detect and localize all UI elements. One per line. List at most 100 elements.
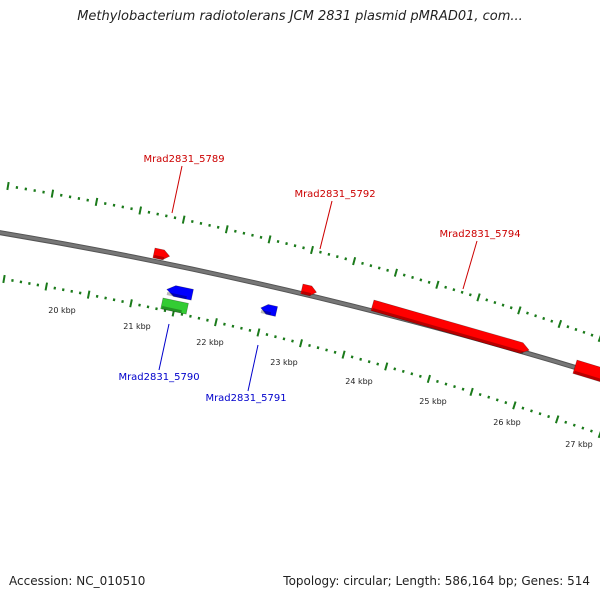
gene-arrow-shadow (161, 306, 182, 314)
gene-arrow (370, 299, 530, 355)
upper-minor-tick (164, 214, 168, 218)
lower-major-tick (469, 387, 474, 396)
upper-minor-tick (411, 275, 414, 280)
lower-minor-tick (487, 395, 491, 399)
gene-arrow (152, 247, 171, 261)
gene-label: Mrad2831_5790 (118, 372, 199, 383)
upper-minor-tick (147, 210, 151, 214)
gene-leader-line (171, 165, 183, 214)
lower-minor-tick (206, 318, 209, 322)
upper-minor-tick (335, 255, 339, 259)
upper-major-tick (557, 319, 563, 329)
gene-arrow-body (166, 285, 194, 301)
upper-minor-tick (460, 290, 464, 294)
gene-leader-line (247, 344, 259, 392)
upper-major-tick (181, 215, 186, 224)
gene-arrow-body (572, 359, 600, 384)
upper-minor-tick (259, 235, 263, 239)
lower-major-tick (554, 415, 560, 424)
lower-minor-tick (581, 426, 585, 430)
lower-minor-tick (333, 350, 337, 354)
upper-minor-tick (369, 264, 373, 268)
upper-minor-tick (344, 257, 348, 261)
lower-minor-tick (231, 324, 235, 328)
lower-minor-tick (572, 423, 576, 427)
upper-major-tick (50, 189, 55, 198)
upper-minor-tick (285, 242, 288, 246)
upper-minor-tick (444, 285, 448, 289)
upper-minor-tick (130, 207, 133, 211)
lower-major-tick (256, 328, 261, 337)
lower-major-tick (44, 282, 49, 291)
ruler-label: 27 kbp (565, 440, 593, 449)
lower-minor-tick (197, 316, 201, 320)
gene-arrow-body (370, 299, 530, 354)
gene-leader-line (158, 323, 170, 371)
upper-minor-tick (493, 300, 497, 305)
upper-minor-tick (121, 205, 125, 209)
lower-minor-tick (401, 369, 405, 373)
gene-labels: Mrad2831_5789 Mrad2831_5790 Mrad2831_5791 M… (118, 154, 520, 404)
upper-tick-track (6, 181, 600, 343)
accession-text: Accession: NC_010510 (9, 574, 146, 588)
lower-minor-tick (530, 409, 533, 413)
gene-leader-line (462, 240, 478, 290)
backbone-line (0, 231, 600, 377)
lower-minor-tick (316, 346, 320, 350)
ruler-labels: 20 kbp 21 kbp 22 kbp 23 kbp 24 kbp 25 kbp 26 k… (48, 306, 593, 449)
gene-arrow (166, 285, 194, 301)
upper-minor-tick (242, 231, 246, 235)
upper-minor-tick (216, 225, 220, 229)
lower-minor-tick (359, 357, 363, 361)
upper-minor-tick (190, 220, 194, 224)
gene-label: Mrad2831_5794 (439, 229, 520, 240)
gene-leader-line (319, 200, 333, 250)
lower-major-tick (597, 430, 600, 439)
upper-minor-tick (574, 327, 578, 332)
upper-minor-tick (534, 314, 538, 318)
lower-minor-tick (478, 392, 482, 397)
upper-minor-tick (302, 246, 305, 250)
gene-arrow (160, 297, 189, 315)
upper-minor-tick (542, 316, 546, 321)
lower-minor-tick (538, 412, 542, 416)
ruler-label: 23 kbp (270, 358, 298, 367)
lower-major-tick (299, 339, 303, 348)
gene-label: Mrad2831_5792 (294, 189, 375, 200)
upper-major-tick (224, 225, 229, 234)
upper-major-tick (393, 268, 398, 277)
upper-minor-tick (251, 233, 254, 237)
lower-minor-tick (223, 322, 226, 326)
upper-minor-tick (293, 244, 297, 248)
upper-major-tick (6, 181, 10, 191)
upper-minor-tick (199, 221, 203, 225)
upper-minor-tick (526, 311, 529, 315)
gene-arrow-shadow (573, 370, 600, 384)
lower-major-tick (512, 401, 517, 410)
lower-minor-tick (325, 348, 328, 352)
lower-minor-tick (547, 414, 551, 419)
lower-minor-tick (308, 343, 311, 348)
lower-minor-tick (146, 305, 150, 309)
ruler-label: 21 kbp (123, 322, 151, 331)
upper-minor-tick (276, 239, 280, 243)
lower-minor-tick (367, 360, 371, 364)
ruler-label: 26 kbp (493, 418, 521, 427)
upper-minor-tick (377, 266, 381, 270)
gene-arrow-body (160, 297, 189, 315)
ruler-label: 24 kbp (345, 377, 373, 386)
lower-minor-tick (121, 300, 124, 304)
lower-minor-tick (274, 335, 277, 339)
gene-arrow (572, 359, 600, 384)
lower-minor-tick (180, 312, 184, 316)
upper-major-tick (352, 256, 357, 266)
upper-major-tick (517, 306, 522, 315)
upper-major-tick (138, 206, 143, 215)
lower-major-tick (426, 374, 431, 384)
lower-minor-tick (461, 387, 465, 391)
gene-label: Mrad2831_5791 (205, 393, 286, 404)
upper-minor-tick (419, 278, 423, 282)
upper-minor-tick (319, 250, 322, 254)
lower-minor-tick (350, 355, 354, 359)
